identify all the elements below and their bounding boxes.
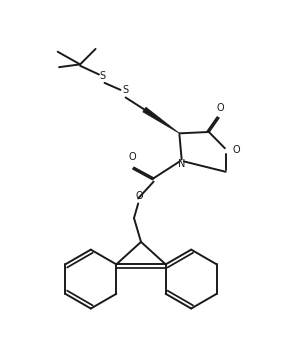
Text: S: S xyxy=(122,85,129,95)
Text: N: N xyxy=(178,159,185,169)
Text: S: S xyxy=(100,71,106,81)
Text: O: O xyxy=(129,152,136,163)
Text: O: O xyxy=(232,145,240,155)
Text: O: O xyxy=(135,191,143,201)
Polygon shape xyxy=(143,107,179,133)
Text: O: O xyxy=(216,103,224,113)
